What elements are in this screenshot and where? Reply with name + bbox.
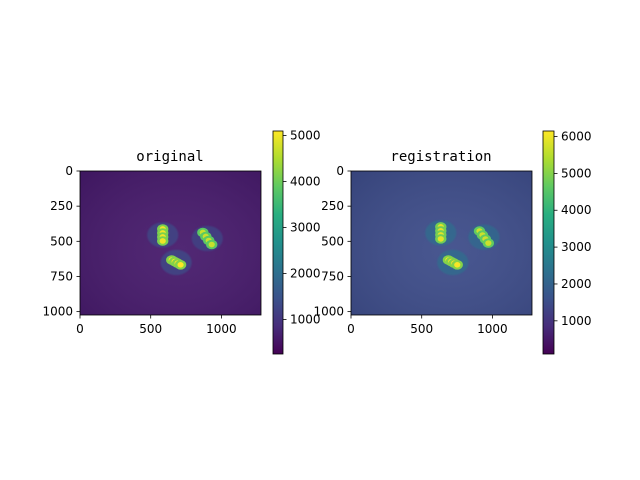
panel-registration: registration 0 500 1000 0 250 500 750 10… — [313, 130, 592, 355]
y-tick-label: 500 — [321, 234, 344, 248]
y-tick-label: 250 — [321, 199, 344, 213]
colorbar-registration: 1000 2000 3000 4000 5000 6000 — [542, 130, 592, 355]
x-tick-label: 0 — [347, 322, 355, 336]
x-axis-original: 0 500 1000 — [76, 315, 237, 336]
y-axis-registration: 0 250 500 750 1000 — [313, 164, 351, 319]
y-tick-label: 1000 — [42, 305, 73, 319]
y-tick-label: 750 — [321, 269, 344, 283]
blob — [425, 220, 457, 246]
blob — [437, 249, 469, 276]
x-tick-label: 1000 — [477, 322, 508, 336]
x-tick-label: 0 — [76, 322, 84, 336]
colorbar-tick-label: 2000 — [290, 267, 321, 281]
blob — [160, 249, 192, 276]
image-area-registration — [350, 170, 533, 316]
x-tick-label: 1000 — [206, 322, 237, 336]
y-tick-label: 750 — [50, 269, 73, 283]
image-area-original — [79, 170, 262, 316]
panel-original: original 0 500 1000 0 250 500 750 1000 1… — [42, 129, 321, 355]
colorbar-tick-label: 4000 — [290, 175, 321, 189]
blob — [468, 224, 500, 250]
y-tick-label: 500 — [50, 234, 73, 248]
heatmap-original — [80, 171, 261, 315]
y-axis-original: 0 250 500 750 1000 — [42, 164, 80, 319]
colorbar-tick-label: 5000 — [290, 129, 321, 143]
colorbar-original: 1000 2000 3000 4000 5000 — [272, 129, 321, 355]
colorbar-tick-label: 6000 — [561, 130, 592, 144]
x-axis-registration: 0 500 1000 — [347, 315, 508, 336]
panel-title-registration: registration — [390, 149, 491, 165]
y-tick-label: 0 — [336, 164, 344, 178]
colorbar-tick-label: 1000 — [561, 314, 592, 328]
colorbar-tick-label: 3000 — [561, 240, 592, 254]
colorbar-gradient — [542, 130, 555, 355]
axes-frame-original — [79, 170, 262, 316]
colorbar-tick-label: 3000 — [290, 221, 321, 235]
x-tick-label: 500 — [410, 322, 433, 336]
panel-title-original: original — [136, 149, 203, 165]
colorbar-tick-label: 2000 — [561, 277, 592, 291]
axes-frame-registration — [350, 170, 533, 316]
colorbar-gradient — [272, 130, 284, 355]
colorbar-tick-label: 1000 — [290, 313, 321, 327]
colorbar-tick-label: 4000 — [561, 203, 592, 217]
y-tick-label: 0 — [65, 164, 73, 178]
blob — [191, 225, 223, 252]
x-tick-label: 500 — [139, 322, 162, 336]
blob — [147, 222, 179, 248]
heatmap-registration — [351, 171, 532, 315]
y-tick-label: 250 — [50, 199, 73, 213]
colorbar-tick-label: 5000 — [561, 166, 592, 180]
y-tick-label: 1000 — [313, 305, 344, 319]
